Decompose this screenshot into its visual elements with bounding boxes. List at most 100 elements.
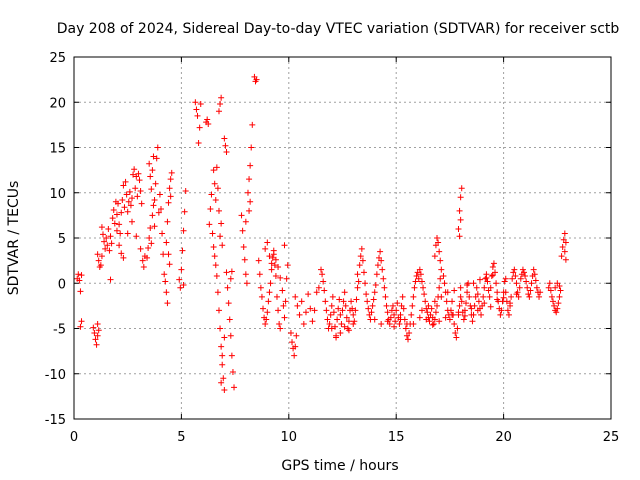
data-point — [341, 289, 348, 296]
data-point — [490, 260, 497, 267]
data-point — [348, 298, 355, 305]
data-point — [221, 334, 228, 341]
data-point — [155, 209, 162, 216]
data-point — [359, 257, 366, 264]
data-point — [268, 260, 275, 267]
data-point — [167, 193, 174, 200]
data-point — [157, 206, 164, 213]
data-point — [335, 305, 342, 312]
data-point — [127, 202, 134, 209]
data-point — [111, 220, 118, 227]
data-point — [102, 245, 109, 252]
data-point — [435, 239, 442, 246]
data-point — [265, 298, 272, 305]
data-point — [349, 305, 356, 312]
data-point — [473, 284, 480, 291]
data-point — [180, 227, 187, 234]
data-point — [159, 230, 166, 237]
data-point — [126, 188, 133, 195]
chart-title: Day 208 of 2024, Sidereal Day-to-day VTE… — [57, 21, 620, 37]
data-point — [98, 253, 105, 260]
data-point — [513, 291, 520, 298]
data-point — [536, 293, 543, 300]
data-point — [356, 262, 363, 269]
data-point — [166, 185, 173, 192]
data-point — [264, 309, 271, 316]
data-point — [523, 278, 530, 285]
data-point — [488, 273, 495, 280]
data-point — [156, 191, 163, 198]
data-point — [213, 164, 220, 171]
data-point — [193, 106, 200, 113]
data-point — [211, 180, 218, 187]
data-point — [431, 298, 438, 305]
data-point — [416, 266, 423, 273]
data-point — [137, 245, 144, 252]
data-point — [364, 298, 371, 305]
data-point — [210, 244, 217, 251]
data-point — [509, 275, 516, 282]
data-point — [481, 284, 488, 291]
data-point — [164, 218, 171, 225]
data-point — [432, 309, 439, 316]
data-point — [228, 352, 235, 359]
data-point — [466, 293, 473, 300]
data-point — [210, 167, 217, 174]
data-point — [486, 293, 493, 300]
data-point — [99, 231, 106, 238]
data-point — [456, 302, 463, 309]
data-point — [137, 187, 144, 194]
data-point — [406, 330, 413, 337]
data-point — [411, 284, 418, 291]
data-point — [453, 334, 460, 341]
data-point — [351, 318, 358, 325]
data-point — [501, 278, 508, 285]
data-point — [211, 253, 218, 260]
data-point — [391, 311, 398, 318]
data-point — [136, 177, 143, 184]
data-point — [500, 294, 507, 301]
data-point — [135, 170, 142, 177]
data-point — [330, 309, 337, 316]
data-point — [227, 332, 234, 339]
data-point — [120, 254, 127, 261]
data-point — [547, 287, 554, 294]
data-point — [461, 307, 468, 314]
data-point — [345, 318, 352, 325]
data-point — [242, 218, 249, 225]
data-point — [437, 257, 444, 264]
data-point — [130, 171, 137, 178]
data-point — [292, 343, 299, 350]
data-point — [421, 291, 428, 298]
data-point — [442, 314, 449, 321]
data-point — [165, 251, 172, 258]
data-point — [108, 240, 115, 247]
data-point — [179, 247, 186, 254]
data-point — [475, 298, 482, 305]
data-point — [206, 221, 213, 228]
data-point — [163, 289, 170, 296]
data-point — [532, 277, 539, 284]
y-tick-label: -5 — [53, 323, 66, 338]
data-point — [341, 323, 348, 330]
data-point — [457, 284, 464, 291]
data-point — [218, 343, 225, 350]
data-point — [117, 230, 124, 237]
data-point — [493, 280, 500, 287]
data-point — [220, 375, 227, 382]
x-axis-label: GPS time / hours — [281, 458, 398, 474]
data-point — [321, 287, 328, 294]
y-tick-label: 25 — [49, 51, 66, 66]
data-point — [474, 291, 481, 298]
data-point — [224, 284, 231, 291]
data-point — [78, 272, 85, 279]
data-point — [452, 330, 459, 337]
data-point — [474, 307, 481, 314]
data-point — [212, 196, 219, 203]
data-point — [149, 167, 156, 174]
data-point — [382, 293, 389, 300]
data-point — [277, 274, 284, 281]
data-point — [354, 271, 361, 278]
data-point — [257, 284, 264, 291]
data-point — [319, 271, 326, 278]
